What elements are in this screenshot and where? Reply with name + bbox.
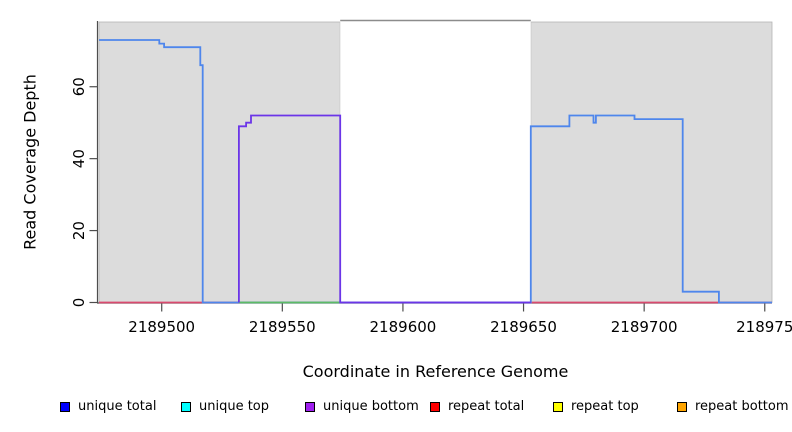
y-tick-label: 60: [70, 77, 88, 96]
legend-label: unique bottom: [323, 399, 419, 414]
legend-item-repeat-bottom: repeat bottom: [677, 399, 789, 415]
x-tick-label: 2189500: [128, 318, 195, 336]
x-tick-label: 2189550: [249, 318, 316, 336]
legend-swatch-repeat-bottom: [677, 402, 687, 412]
x-tick-label: 218975: [736, 318, 792, 336]
shaded-repeat-region: [98, 21, 341, 303]
legend-swatch-unique-bottom: [305, 402, 315, 412]
legend-label: unique total: [78, 399, 157, 414]
legend-swatch-repeat-total: [430, 402, 440, 412]
legend-label: repeat bottom: [695, 399, 789, 414]
y-tick-label: 40: [70, 149, 88, 168]
legend-item-unique-top: unique top: [181, 399, 269, 415]
legend-label: unique top: [199, 399, 270, 414]
legend-swatch-unique-top: [181, 402, 191, 412]
legend-swatch-repeat-top: [553, 402, 563, 412]
legend-item-repeat-top: repeat top: [553, 399, 639, 415]
x-tick-label: 2189650: [490, 318, 557, 336]
shaded-repeat-region: [530, 21, 773, 303]
x-tick-label: 2189700: [611, 318, 678, 336]
legend-swatch-unique-total: [60, 402, 70, 412]
y-axis-title: Read Coverage Depth: [20, 74, 40, 250]
gap-region: [340, 20, 531, 303]
legend-item-unique-total: unique total: [60, 399, 156, 415]
legend-label: repeat total: [448, 399, 525, 414]
legend-item-repeat-total: repeat total: [430, 399, 524, 415]
series-unique-bottom: [237, 114, 531, 304]
x-axis-title: Coordinate in Reference Genome: [302, 362, 569, 381]
series-unique-total: [99, 39, 772, 304]
legend-label: repeat top: [571, 399, 639, 414]
y-tick-label: 20: [70, 221, 88, 240]
x-tick-label: 2189600: [370, 318, 437, 336]
legend-item-unique-bottom: unique bottom: [305, 399, 419, 415]
y-tick-label: 0: [70, 298, 88, 308]
chart-legend: unique total unique top unique bottom repea…: [0, 399, 792, 419]
